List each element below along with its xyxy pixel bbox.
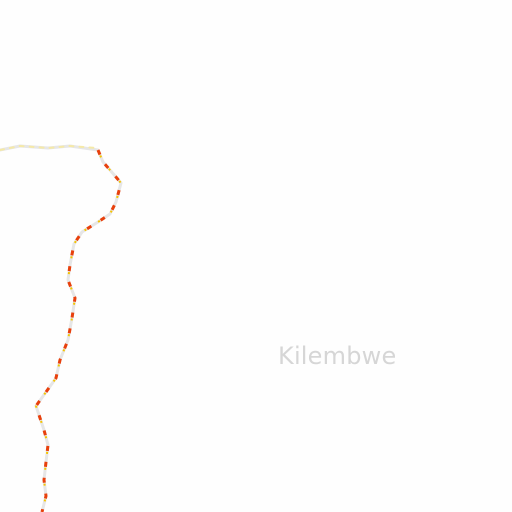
boundary-top-segment [0,144,97,151]
place-label-kilembwe: Kilembwe [278,342,397,370]
boundary-highlight [34,149,123,512]
boundary-casing [0,144,123,512]
administrative-boundary [34,149,123,512]
